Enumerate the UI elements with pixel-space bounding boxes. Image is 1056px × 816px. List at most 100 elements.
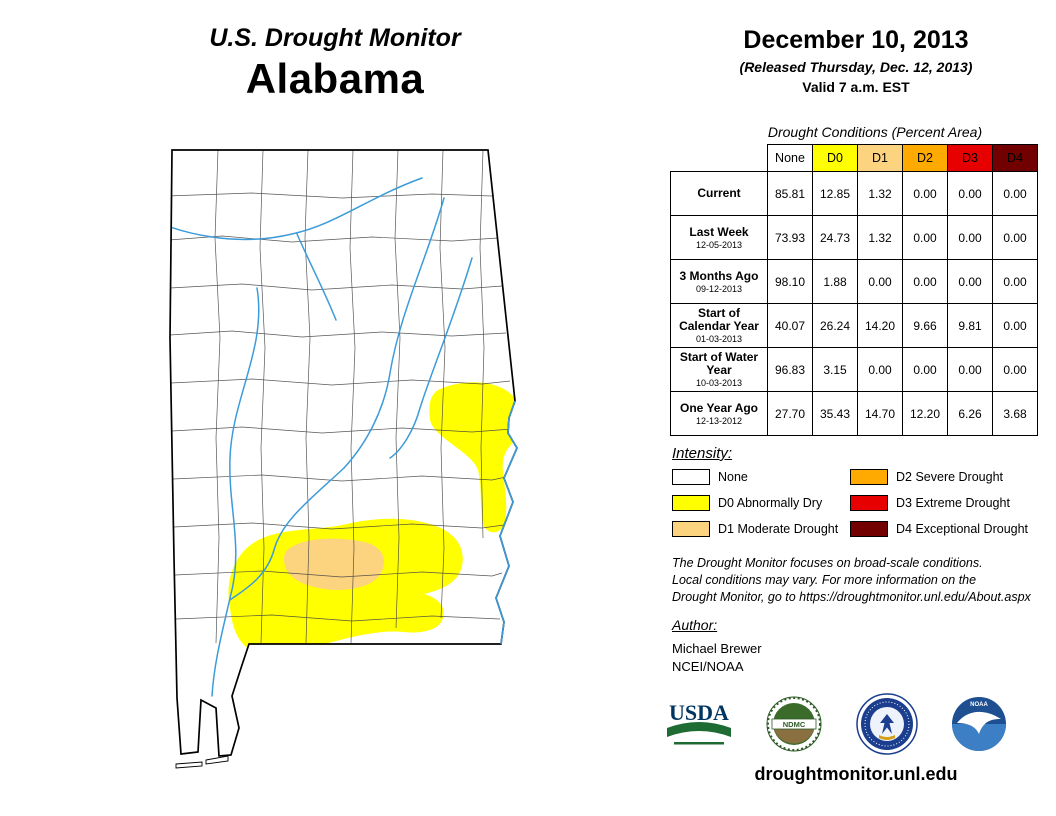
column-header-d2: D2 — [902, 144, 948, 172]
cell-value: 0.00 — [947, 259, 993, 304]
legend-swatch-d2 — [850, 469, 888, 485]
cell-value: 85.81 — [767, 171, 813, 216]
cell-value: 96.83 — [767, 347, 813, 392]
column-header-d1: D1 — [857, 144, 903, 172]
cell-value: 9.66 — [902, 303, 948, 348]
cell-value: 0.00 — [992, 347, 1038, 392]
author-heading: Author: — [672, 617, 718, 633]
legend-item-d1: D1 Moderate Drought — [672, 521, 850, 537]
table-caption: Drought Conditions (Percent Area) — [767, 124, 983, 140]
intensity-legend: None D0 Abnormally Dry D1 Moderate Droug… — [672, 469, 1050, 537]
row-label-start-water-year: Start of Water Year 10-03-2013 — [670, 347, 768, 392]
valid-time: Valid 7 a.m. EST — [802, 79, 910, 95]
table-row: Start of Calendar Year 01-03-2013 40.07 … — [670, 303, 1038, 348]
tennessee-river — [170, 177, 423, 241]
row-label-last-week: Last Week 12-05-2013 — [670, 215, 768, 260]
d0-region-east — [429, 382, 517, 533]
legend-item-d4: D4 Exceptional Drought — [850, 521, 1028, 537]
cell-value: 0.00 — [857, 347, 903, 392]
column-header-d4: D4 — [992, 144, 1038, 172]
row-label-3-months-ago: 3 Months Ago 09-12-2013 — [670, 259, 768, 304]
legend-item-d3: D3 Extreme Drought — [850, 495, 1028, 511]
cell-value: 0.00 — [857, 259, 903, 304]
row-label-start-calendar-year: Start of Calendar Year 01-03-2013 — [670, 303, 768, 348]
cell-value: 35.43 — [812, 391, 858, 436]
table-row: Last Week 12-05-2013 73.93 24.73 1.32 0.… — [670, 215, 1038, 260]
cell-value: 1.88 — [812, 259, 858, 304]
drought-conditions-table: None D0 D1 D2 D3 D4 Current 85.81 12.85 … — [670, 144, 1038, 436]
disclaimer: The Drought Monitor focuses on broad-sca… — [672, 555, 1031, 606]
table-row: One Year Ago 12-13-2012 27.70 35.43 14.7… — [670, 391, 1038, 436]
fort-morgan-spit — [205, 755, 229, 765]
alabama-river — [229, 467, 345, 601]
agency-logos: USDA NDMC NOAA — [664, 692, 1008, 756]
table-row: Start of Water Year 10-03-2013 96.83 3.1… — [670, 347, 1038, 392]
disclaimer-line: Local conditions may vary. For more info… — [672, 573, 977, 587]
cell-value: 73.93 — [767, 215, 813, 260]
legend-swatch-d0 — [672, 495, 710, 511]
legend-item-d0: D0 Abnormally Dry — [672, 495, 850, 511]
cell-value: 9.81 — [947, 303, 993, 348]
legend-column-left: None D0 Abnormally Dry D1 Moderate Droug… — [672, 469, 850, 537]
legend-swatch-d3 — [850, 495, 888, 511]
cell-value: 0.00 — [902, 259, 948, 304]
tombigbee-river — [211, 287, 260, 697]
noaa-logo: NOAA — [951, 697, 1006, 751]
legend-column-right: D2 Severe Drought D3 Extreme Drought D4 … — [850, 469, 1028, 537]
cell-value: 0.00 — [902, 171, 948, 216]
website-url: droughtmonitor.unl.edu — [754, 764, 958, 784]
chattahoochee-river — [495, 400, 518, 645]
legend-item-d2: D2 Severe Drought — [850, 469, 1028, 485]
cell-value: 0.00 — [992, 259, 1038, 304]
map-header: U.S. Drought Monitor Alabama — [100, 24, 570, 103]
cell-value: 24.73 — [812, 215, 858, 260]
table-header-row: None D0 D1 D2 D3 D4 — [670, 144, 1038, 172]
d1-region — [284, 538, 384, 590]
disclaimer-line: Drought Monitor, go to https://droughtmo… — [672, 590, 1031, 604]
rivers — [170, 177, 473, 697]
report-title: U.S. Drought Monitor — [209, 24, 461, 52]
cell-value: 1.32 — [857, 215, 903, 260]
row-label-one-year-ago: One Year Ago 12-13-2012 — [670, 391, 768, 436]
cell-value: 26.24 — [812, 303, 858, 348]
alabama-drought-map — [132, 138, 532, 788]
cell-value: 14.70 — [857, 391, 903, 436]
legend-title: Intensity: — [672, 445, 733, 462]
cell-value: 3.15 — [812, 347, 858, 392]
table-row: Current 85.81 12.85 1.32 0.00 0.00 0.00 — [670, 171, 1038, 216]
svg-text:NOAA: NOAA — [970, 702, 988, 708]
disclaimer-line: The Drought Monitor focuses on broad-sca… — [672, 556, 983, 570]
legend-item-none: None — [672, 469, 850, 485]
coosa-river — [343, 197, 445, 469]
tallapoosa-river — [389, 257, 473, 459]
cell-value: 98.10 — [767, 259, 813, 304]
cell-value: 27.70 — [767, 391, 813, 436]
column-header-d0: D0 — [812, 144, 858, 172]
report-date: December 10, 2013 — [743, 26, 969, 54]
cell-value: 6.26 — [947, 391, 993, 436]
cell-value: 0.00 — [947, 215, 993, 260]
legend-swatch-d1 — [672, 521, 710, 537]
svg-text:USDA: USDA — [669, 700, 729, 725]
legend-swatch-none — [672, 469, 710, 485]
cell-value: 0.00 — [992, 215, 1038, 260]
column-header-d3: D3 — [947, 144, 993, 172]
author-org: NCEI/NOAA — [672, 659, 744, 674]
commerce-seal-icon — [855, 693, 918, 755]
legend-swatch-d4 — [850, 521, 888, 537]
cell-value: 3.68 — [992, 391, 1038, 436]
author-name: Michael Brewer — [672, 641, 762, 656]
date-block: December 10, 2013 (Released Thursday, De… — [662, 26, 1050, 95]
usda-logo: USDA — [667, 700, 731, 745]
cell-value: 0.00 — [902, 215, 948, 260]
column-header-none: None — [767, 144, 813, 172]
cell-value: 40.07 — [767, 303, 813, 348]
released-date: (Released Thursday, Dec. 12, 2013) — [739, 59, 973, 75]
state-name: Alabama — [245, 55, 425, 102]
elk-river — [296, 233, 337, 321]
cell-value: 0.00 — [902, 347, 948, 392]
ndmc-logo: NDMC — [766, 696, 822, 752]
author-block: Author: Michael Brewer NCEI/NOAA — [672, 617, 762, 676]
cell-value: 0.00 — [992, 303, 1038, 348]
